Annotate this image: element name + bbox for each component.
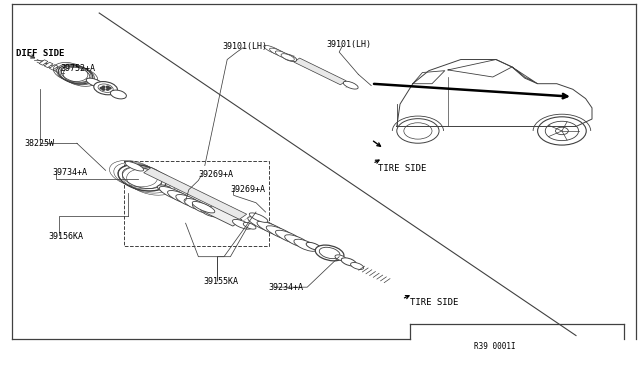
Text: TIRE SIDE: TIRE SIDE (410, 298, 458, 307)
Ellipse shape (159, 186, 188, 201)
Ellipse shape (193, 202, 214, 214)
Ellipse shape (316, 245, 344, 261)
Text: 39101(LH): 39101(LH) (223, 42, 268, 51)
Circle shape (106, 89, 109, 90)
Polygon shape (44, 62, 53, 68)
Ellipse shape (58, 65, 93, 84)
Circle shape (102, 86, 105, 88)
Ellipse shape (351, 263, 364, 269)
Ellipse shape (343, 81, 358, 89)
Text: TIRE SIDE: TIRE SIDE (378, 164, 426, 173)
Ellipse shape (86, 78, 103, 87)
Ellipse shape (341, 258, 356, 266)
Ellipse shape (306, 243, 321, 250)
Ellipse shape (257, 221, 287, 237)
Ellipse shape (192, 202, 215, 213)
Ellipse shape (243, 222, 256, 229)
Circle shape (556, 127, 568, 135)
Text: DIFF SIDE: DIFF SIDE (16, 49, 65, 58)
Polygon shape (294, 58, 346, 85)
Ellipse shape (281, 54, 294, 61)
Ellipse shape (275, 230, 303, 244)
Ellipse shape (200, 206, 220, 217)
Text: 39269+A: 39269+A (198, 170, 234, 179)
Ellipse shape (125, 161, 144, 171)
Text: R39 0001I: R39 0001I (474, 342, 515, 351)
Text: 39734+A: 39734+A (52, 169, 88, 177)
Ellipse shape (176, 195, 201, 207)
Ellipse shape (184, 199, 207, 211)
Ellipse shape (269, 48, 286, 57)
Ellipse shape (282, 54, 297, 61)
Ellipse shape (94, 81, 117, 95)
Polygon shape (54, 67, 63, 73)
Ellipse shape (294, 239, 317, 251)
Ellipse shape (232, 219, 252, 229)
Polygon shape (204, 205, 242, 226)
Ellipse shape (168, 190, 195, 204)
Ellipse shape (285, 235, 310, 248)
Text: 39156KA: 39156KA (48, 232, 83, 241)
Ellipse shape (264, 45, 282, 55)
Text: 39752+A: 39752+A (61, 64, 96, 73)
Polygon shape (49, 65, 58, 70)
Ellipse shape (249, 213, 268, 222)
Circle shape (100, 87, 103, 89)
Text: 39234+A: 39234+A (269, 283, 304, 292)
Circle shape (102, 89, 105, 90)
Ellipse shape (118, 165, 166, 191)
Text: 39101(LH): 39101(LH) (326, 40, 371, 49)
Text: 39269+A: 39269+A (230, 185, 266, 194)
Ellipse shape (157, 185, 173, 193)
Ellipse shape (335, 255, 346, 261)
Polygon shape (39, 60, 48, 65)
Text: 38225W: 38225W (24, 139, 54, 148)
Ellipse shape (266, 226, 295, 240)
Ellipse shape (110, 90, 127, 99)
Circle shape (106, 86, 109, 88)
Ellipse shape (275, 51, 291, 59)
Polygon shape (144, 167, 246, 219)
Circle shape (109, 87, 111, 89)
Text: 39155KA: 39155KA (204, 278, 239, 286)
Ellipse shape (248, 217, 280, 233)
